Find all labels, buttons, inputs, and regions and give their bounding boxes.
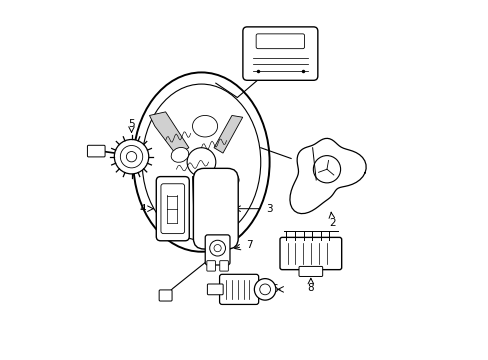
Circle shape bbox=[126, 152, 137, 162]
Ellipse shape bbox=[162, 180, 180, 194]
FancyBboxPatch shape bbox=[87, 145, 105, 157]
Polygon shape bbox=[192, 176, 210, 234]
Text: 6: 6 bbox=[271, 284, 278, 294]
Text: 8: 8 bbox=[307, 283, 313, 293]
FancyBboxPatch shape bbox=[256, 34, 304, 49]
Polygon shape bbox=[289, 138, 366, 213]
Text: 1: 1 bbox=[246, 69, 253, 79]
FancyBboxPatch shape bbox=[298, 266, 322, 276]
Text: 4: 4 bbox=[139, 204, 145, 214]
FancyBboxPatch shape bbox=[206, 261, 215, 271]
FancyBboxPatch shape bbox=[161, 184, 184, 234]
Polygon shape bbox=[149, 112, 188, 155]
Circle shape bbox=[187, 148, 215, 176]
FancyBboxPatch shape bbox=[156, 177, 189, 241]
FancyBboxPatch shape bbox=[280, 237, 341, 270]
Text: 2: 2 bbox=[328, 218, 335, 228]
Ellipse shape bbox=[192, 116, 217, 137]
Text: 3: 3 bbox=[266, 204, 272, 214]
Ellipse shape bbox=[142, 84, 260, 240]
FancyBboxPatch shape bbox=[193, 168, 238, 249]
FancyBboxPatch shape bbox=[205, 235, 229, 265]
Text: 5: 5 bbox=[128, 120, 135, 129]
Polygon shape bbox=[214, 116, 242, 153]
Ellipse shape bbox=[171, 148, 188, 162]
FancyBboxPatch shape bbox=[243, 27, 317, 80]
Text: 7: 7 bbox=[246, 239, 253, 249]
FancyBboxPatch shape bbox=[219, 274, 258, 305]
FancyBboxPatch shape bbox=[219, 261, 228, 271]
Ellipse shape bbox=[214, 172, 239, 188]
Circle shape bbox=[114, 139, 148, 174]
FancyBboxPatch shape bbox=[207, 284, 223, 295]
FancyBboxPatch shape bbox=[159, 290, 172, 301]
Circle shape bbox=[254, 279, 275, 300]
